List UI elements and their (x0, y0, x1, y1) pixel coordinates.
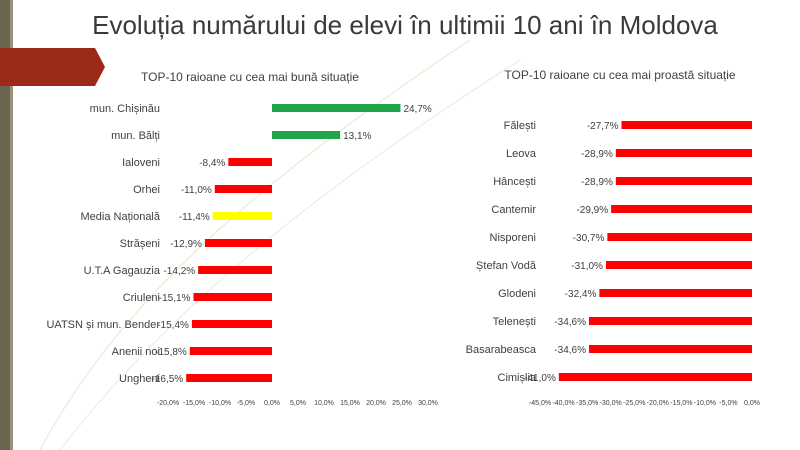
value-label: -28,9% (581, 149, 613, 160)
bar (272, 104, 401, 112)
value-label: -30,7% (573, 233, 605, 244)
category-label: Telenești (493, 316, 536, 328)
tick-label: -30,0% (600, 400, 622, 407)
category-label: Strășeni (120, 238, 160, 250)
tick-label: -25,0% (623, 400, 645, 407)
bar (191, 320, 272, 328)
value-label: 13,1% (343, 131, 371, 142)
value-label: -32,4% (565, 289, 597, 300)
category-label: Ialoveni (122, 157, 160, 169)
bar (588, 317, 752, 325)
bar (228, 158, 272, 166)
category-label: UATSN și mun. Bender (46, 319, 160, 331)
tick-label: -5,0% (237, 400, 255, 407)
category-label: Ștefan Vodă (476, 260, 537, 272)
category-label: U.T.A Gagauzia (84, 265, 161, 277)
background-curve (59, 59, 521, 450)
value-label: -31,0% (571, 261, 603, 272)
bar (198, 266, 272, 274)
value-label: -27,7% (587, 121, 619, 132)
tick-label: -10,0% (694, 400, 716, 407)
bar (615, 177, 752, 185)
category-label: Fălești (504, 120, 536, 132)
bar (611, 205, 752, 213)
bar (605, 261, 752, 269)
value-label: -11,4% (179, 212, 210, 223)
category-label: Anenii noi (112, 346, 160, 358)
category-label: Cimișlia (498, 372, 537, 384)
category-label: Cantemir (491, 204, 536, 216)
right-chart-title: TOP-10 raioane cu cea mai proastă situaț… (504, 68, 736, 82)
value-label: -14,2% (163, 266, 195, 277)
tick-label: 20,0% (366, 400, 386, 407)
category-label: Media Națională (81, 211, 161, 223)
value-label: -11,0% (181, 185, 212, 196)
value-label: -41,0% (524, 373, 556, 384)
left-chart-title: TOP-10 raioane cu cea mai bună situație (141, 70, 359, 84)
category-label: mun. Bălți (111, 130, 160, 142)
tick-label: 25,0% (392, 400, 412, 407)
category-label: Nisporeni (490, 232, 536, 244)
value-label: -15,4% (157, 320, 189, 331)
value-label: -16,5% (152, 374, 184, 385)
tick-label: -15,0% (183, 400, 205, 407)
value-label: 24,7% (403, 104, 431, 115)
tick-label: 30,0% (418, 400, 438, 407)
bar (212, 212, 272, 220)
value-label: -34,6% (554, 345, 586, 356)
bar (599, 289, 752, 297)
category-label: Ungheni (119, 373, 160, 385)
tick-label: -40,0% (552, 400, 574, 407)
bar (204, 239, 272, 247)
tick-label: -20,0% (157, 400, 179, 407)
bar (186, 374, 272, 382)
tick-label: -15,0% (670, 400, 692, 407)
bar (607, 233, 752, 241)
tick-label: 5,0% (290, 400, 306, 407)
tick-label: -20,0% (647, 400, 669, 407)
bar (193, 293, 272, 301)
category-label: Basarabeasca (466, 344, 537, 356)
accent-banner (0, 48, 105, 86)
tick-label: 10,0% (314, 400, 334, 407)
value-label: -34,6% (554, 317, 586, 328)
category-label: Leova (506, 148, 537, 160)
value-label: -28,9% (581, 177, 613, 188)
value-label: -15,1% (159, 293, 191, 304)
category-label: Orhei (133, 184, 160, 196)
value-label: -8,4% (199, 158, 225, 169)
bar (214, 185, 272, 193)
tick-label: -10,0% (209, 400, 231, 407)
bar (558, 373, 752, 381)
tick-label: 15,0% (340, 400, 360, 407)
category-label: Glodeni (498, 288, 536, 300)
category-label: mun. Chișinău (90, 103, 160, 115)
tick-label: -45,0% (529, 400, 551, 407)
bar (588, 345, 752, 353)
bar (615, 149, 752, 157)
bar (189, 347, 272, 355)
slide-title: Evoluția numărului de elevi în ultimii 1… (92, 10, 718, 40)
category-label: Hâncești (493, 176, 536, 188)
left-stripe-dark (0, 0, 10, 450)
bar (272, 131, 341, 139)
tick-label: 0,0% (744, 400, 760, 407)
bar (621, 121, 752, 129)
category-label: Criuleni (123, 292, 160, 304)
tick-label: 0,0% (264, 400, 280, 407)
left-stripe-light (10, 0, 13, 450)
value-label: -15,8% (155, 347, 187, 358)
tick-label: -35,0% (576, 400, 598, 407)
tick-label: -5,0% (719, 400, 737, 407)
value-label: -12,9% (170, 239, 202, 250)
value-label: -29,9% (576, 205, 608, 216)
